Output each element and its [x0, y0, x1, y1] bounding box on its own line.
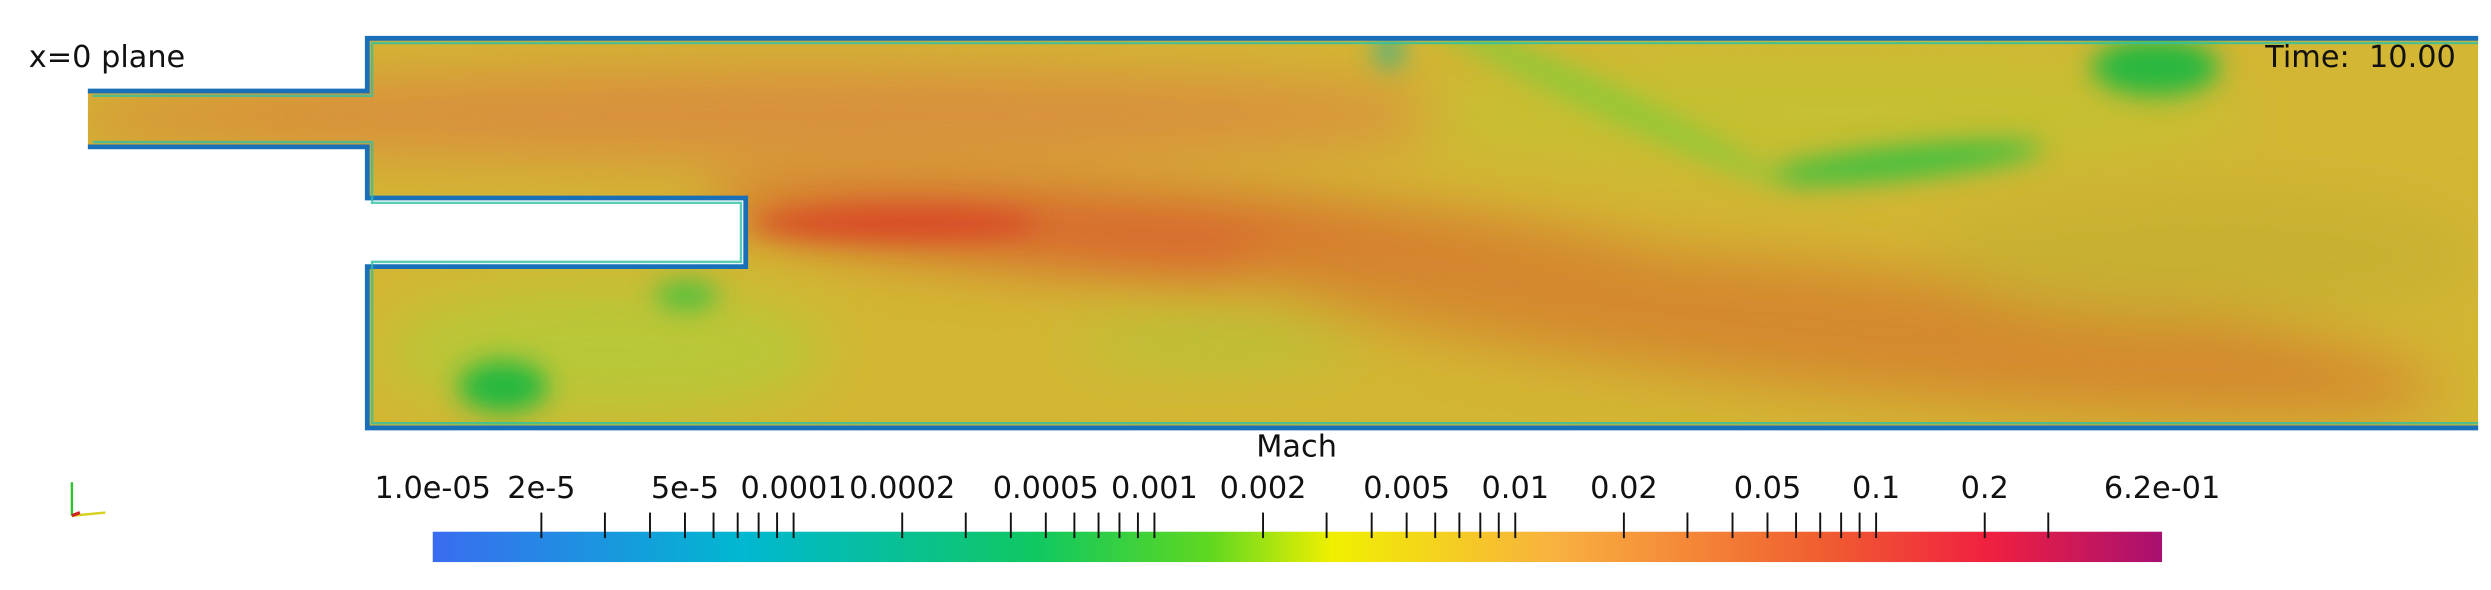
mach-field	[87, 38, 2479, 428]
range-label: 6.2e-01	[2104, 471, 2220, 506]
tick-label: 0.02	[1590, 471, 1658, 506]
colorbar-axis: 1.0e-05 6.2e-01 2e-5 5e-5 0.0001 0.0002 0.0005…	[375, 471, 2220, 539]
tick-label: 0.01	[1482, 471, 1550, 506]
tick-label: 0.002	[1220, 471, 1307, 506]
tick-label: 0.001	[1111, 471, 1198, 506]
tick-label: 0.0005	[993, 471, 1099, 506]
tick-label: 2e-5	[507, 471, 575, 506]
tick-label: 5e-5	[651, 471, 719, 506]
axes-triad	[70, 482, 106, 518]
view-label: x=0 plane	[29, 40, 185, 75]
range-label: 1.0e-05	[375, 471, 491, 506]
tick-label: 0.0002	[849, 471, 955, 506]
wall	[87, 35, 2479, 431]
colorbar-title: Mach	[1256, 430, 1337, 465]
tick-label: 0.05	[1734, 471, 1802, 506]
tick-label: 0.1	[1852, 471, 1900, 506]
tick-label: 0.2	[1961, 471, 2009, 506]
tick-label: 0.0001	[741, 471, 847, 506]
wall-layer	[92, 41, 2479, 425]
colorbar	[432, 531, 2163, 563]
time-label: Time: 10.00	[2264, 40, 2456, 75]
tick-label: 0.005	[1363, 471, 1450, 506]
